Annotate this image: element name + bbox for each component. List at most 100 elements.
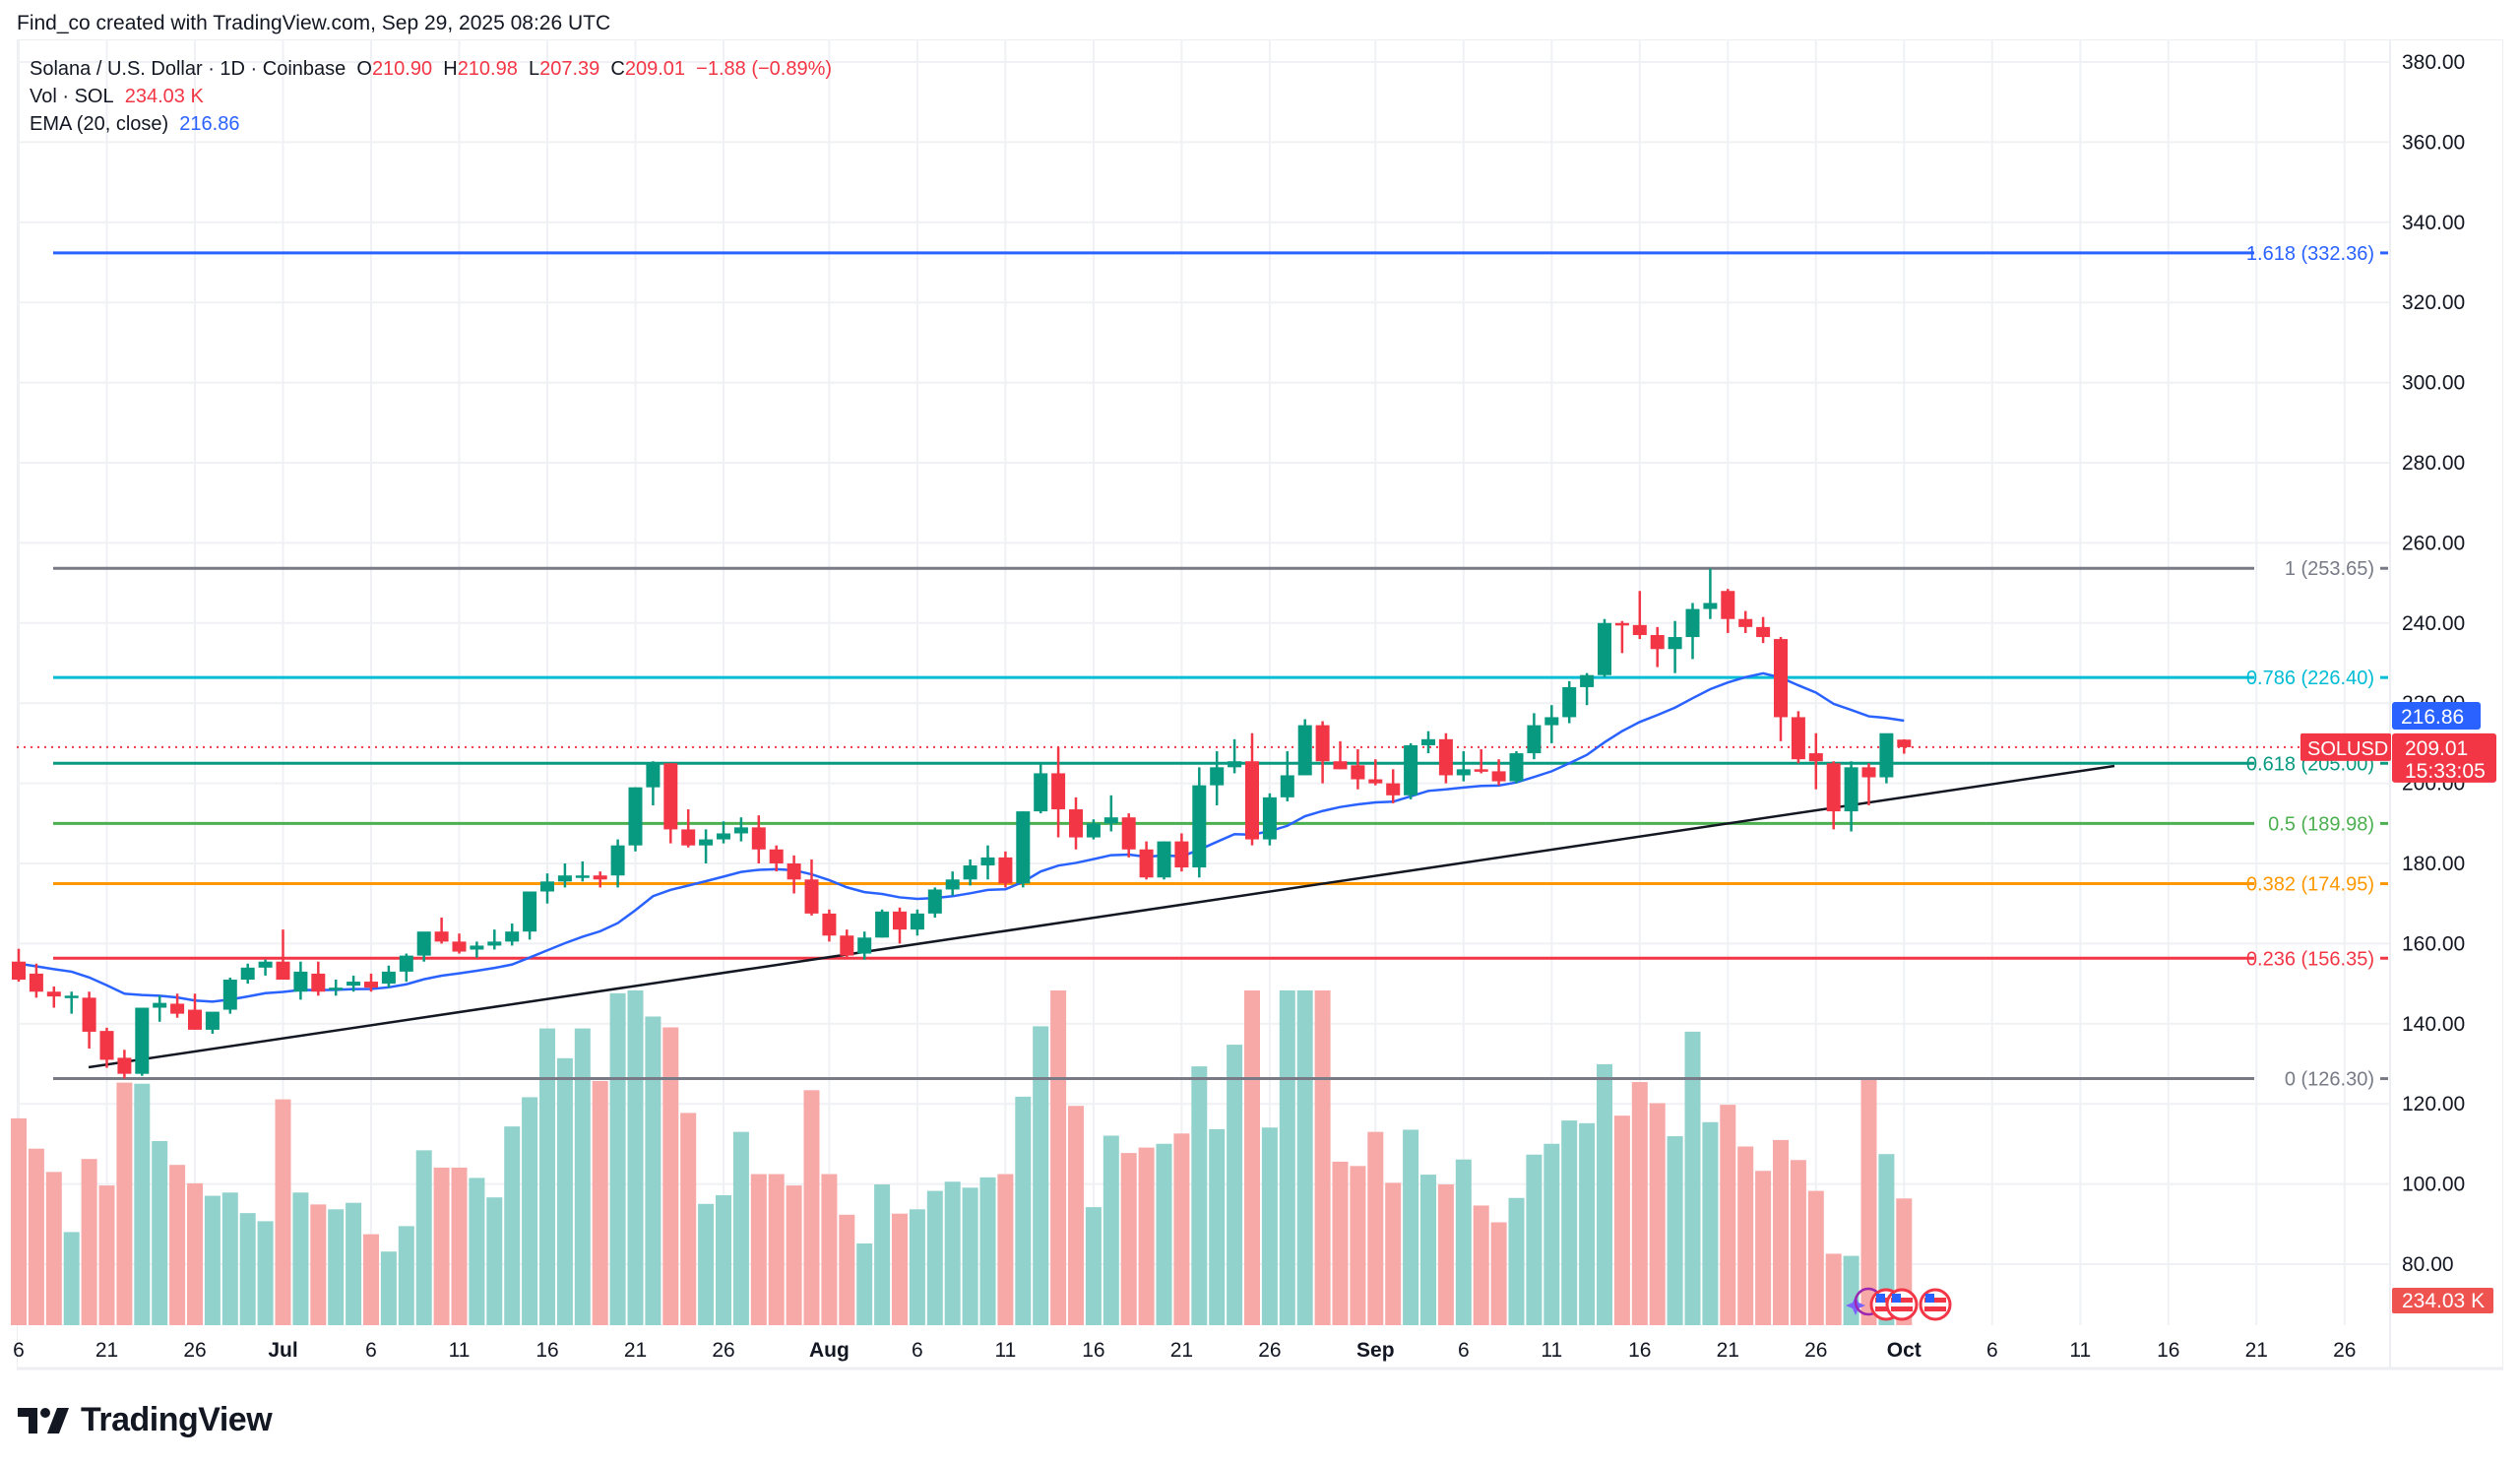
candle-body[interactable] bbox=[1562, 686, 1577, 718]
candle-body[interactable] bbox=[1474, 769, 1488, 772]
candle-body[interactable] bbox=[945, 879, 960, 890]
candle-body[interactable] bbox=[135, 1007, 150, 1074]
candle-body[interactable] bbox=[188, 1009, 202, 1030]
ema-label[interactable]: EMA (20, close) bbox=[30, 113, 169, 135]
candle-body[interactable] bbox=[681, 829, 696, 846]
candle-body[interactable] bbox=[1086, 823, 1101, 838]
tradingview-logo[interactable]: TradingView bbox=[18, 1401, 273, 1439]
candle-body[interactable] bbox=[540, 881, 554, 892]
candle-body[interactable] bbox=[910, 913, 924, 930]
candle-body[interactable] bbox=[1051, 773, 1066, 810]
candle-body[interactable] bbox=[523, 891, 537, 932]
candle-body[interactable] bbox=[329, 987, 344, 990]
candle-body[interactable] bbox=[593, 875, 607, 880]
ema-line[interactable] bbox=[18, 671, 1905, 1003]
candle-body[interactable] bbox=[1703, 603, 1718, 609]
candle-body[interactable] bbox=[1844, 767, 1858, 812]
candle-body[interactable] bbox=[505, 931, 520, 942]
candle-body[interactable] bbox=[258, 961, 273, 968]
candle-body[interactable] bbox=[699, 839, 714, 846]
candle-body[interactable] bbox=[1174, 841, 1189, 868]
candle-body[interactable] bbox=[293, 971, 308, 992]
candle-body[interactable] bbox=[346, 982, 361, 987]
candle-body[interactable] bbox=[1333, 761, 1348, 770]
candle-body[interactable] bbox=[1721, 591, 1735, 619]
candle-body[interactable] bbox=[1897, 739, 1912, 747]
candle-body[interactable] bbox=[822, 913, 837, 936]
us-economic-event-icon[interactable] bbox=[1885, 1288, 1919, 1321]
volume-label[interactable]: Vol · SOL bbox=[30, 86, 114, 107]
candle-body[interactable] bbox=[1774, 639, 1788, 718]
candle-body[interactable] bbox=[769, 849, 784, 863]
candle-body[interactable] bbox=[1861, 767, 1876, 778]
candle-body[interactable] bbox=[1103, 817, 1118, 824]
candle-body[interactable] bbox=[205, 1011, 220, 1030]
candle-body[interactable] bbox=[364, 982, 378, 988]
candle-body[interactable] bbox=[82, 997, 96, 1032]
candle-body[interactable] bbox=[1491, 771, 1506, 782]
candle-body[interactable] bbox=[170, 1003, 185, 1014]
candle-body[interactable] bbox=[840, 935, 854, 956]
candle-body[interactable] bbox=[610, 845, 625, 876]
candle-body[interactable] bbox=[381, 971, 396, 985]
candle-body[interactable] bbox=[1685, 608, 1700, 638]
candle-body[interactable] bbox=[1738, 618, 1753, 627]
candle-body[interactable] bbox=[470, 945, 484, 950]
candle-body[interactable] bbox=[1315, 725, 1330, 762]
candle-body[interactable] bbox=[434, 931, 449, 942]
candle-body[interactable] bbox=[1580, 674, 1595, 687]
candle-body[interactable] bbox=[1228, 761, 1242, 768]
candle-body[interactable] bbox=[1069, 809, 1083, 838]
candle-body[interactable] bbox=[1297, 725, 1312, 776]
candle-body[interactable] bbox=[804, 879, 819, 914]
candle-body[interactable] bbox=[1879, 732, 1894, 778]
candle-body[interactable] bbox=[1351, 765, 1365, 780]
candle-body[interactable] bbox=[1016, 811, 1031, 884]
candle-body[interactable] bbox=[416, 931, 431, 956]
candle-body[interactable] bbox=[64, 995, 79, 998]
candle-body[interactable] bbox=[1139, 849, 1154, 878]
symbol-title[interactable]: Solana / U.S. Dollar · 1D · Coinbase bbox=[30, 58, 346, 80]
candle-body[interactable] bbox=[751, 827, 766, 850]
candle-body[interactable] bbox=[1245, 761, 1259, 840]
candle-body[interactable] bbox=[733, 827, 748, 834]
candle-body[interactable] bbox=[1509, 753, 1524, 782]
candle-body[interactable] bbox=[980, 857, 995, 866]
candle-body[interactable] bbox=[1034, 773, 1048, 812]
candle-body[interactable] bbox=[787, 863, 801, 880]
candle-body[interactable] bbox=[311, 973, 326, 992]
candle-body[interactable] bbox=[1650, 635, 1665, 650]
candle-body[interactable] bbox=[46, 991, 61, 997]
candle-body[interactable] bbox=[276, 961, 290, 981]
candle-body[interactable] bbox=[717, 833, 730, 840]
candle-body[interactable] bbox=[487, 941, 502, 946]
candle-body[interactable] bbox=[575, 875, 590, 878]
candle-body[interactable] bbox=[1421, 738, 1435, 745]
candle-body[interactable] bbox=[1632, 624, 1647, 636]
candle-body[interactable] bbox=[1756, 626, 1771, 638]
candle-body[interactable] bbox=[628, 787, 643, 846]
candle-body[interactable] bbox=[1192, 785, 1207, 868]
candle-body[interactable] bbox=[452, 941, 467, 952]
candle-body[interactable] bbox=[646, 763, 661, 788]
candle-body[interactable] bbox=[963, 865, 977, 880]
candle-body[interactable] bbox=[1262, 796, 1277, 840]
trendline[interactable] bbox=[88, 764, 2115, 1069]
candle-body[interactable] bbox=[153, 1002, 167, 1008]
candle-body[interactable] bbox=[1280, 775, 1294, 797]
candle-body[interactable] bbox=[1438, 738, 1453, 776]
candle-body[interactable] bbox=[29, 973, 43, 992]
candle-body[interactable] bbox=[1668, 637, 1682, 650]
candle-body[interactable] bbox=[875, 911, 890, 938]
candle-body[interactable] bbox=[663, 763, 678, 830]
candle-body[interactable] bbox=[1386, 783, 1401, 796]
candle-body[interactable] bbox=[1527, 725, 1542, 754]
candle-body[interactable] bbox=[927, 889, 942, 914]
candle-body[interactable] bbox=[1456, 769, 1471, 776]
candle-body[interactable] bbox=[399, 955, 413, 972]
candle-body[interactable] bbox=[12, 961, 26, 981]
candle-body[interactable] bbox=[857, 937, 872, 954]
candle-body[interactable] bbox=[1121, 817, 1136, 850]
candle-body[interactable] bbox=[117, 1057, 132, 1074]
